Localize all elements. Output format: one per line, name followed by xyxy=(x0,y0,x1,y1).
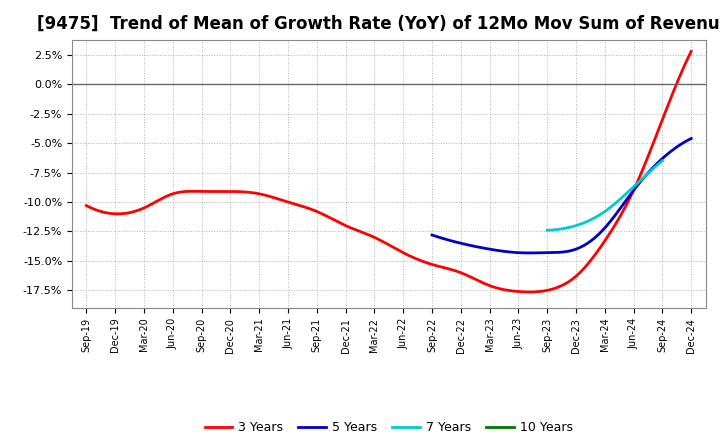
5 Years xyxy=(552,250,560,255)
3 Years xyxy=(369,235,378,240)
5 Years xyxy=(641,174,649,179)
5 Years xyxy=(553,250,562,255)
3 Years xyxy=(442,266,451,271)
7 Years xyxy=(611,200,620,205)
3 Years xyxy=(373,236,382,242)
Legend: 3 Years, 5 Years, 7 Years, 10 Years: 3 Years, 5 Years, 7 Years, 10 Years xyxy=(199,416,578,439)
5 Years xyxy=(582,241,591,246)
3 Years xyxy=(687,49,696,54)
5 Years xyxy=(569,248,577,253)
Title: [9475]  Trend of Mean of Growth Rate (YoY) of 12Mo Mov Sum of Revenues: [9475] Trend of Mean of Growth Rate (YoY… xyxy=(37,15,720,33)
7 Years xyxy=(598,210,607,216)
7 Years xyxy=(606,205,614,211)
7 Years xyxy=(658,158,667,164)
3 Years xyxy=(82,203,91,208)
3 Years xyxy=(579,267,588,272)
3 Years xyxy=(526,290,534,295)
5 Years xyxy=(428,232,436,238)
Line: 5 Years: 5 Years xyxy=(432,139,691,253)
7 Years xyxy=(543,227,552,233)
7 Years xyxy=(655,161,664,166)
3 Years xyxy=(673,78,682,83)
Line: 3 Years: 3 Years xyxy=(86,51,691,292)
5 Years xyxy=(687,136,696,141)
Line: 7 Years: 7 Years xyxy=(547,161,662,230)
3 Years xyxy=(410,255,418,260)
5 Years xyxy=(526,250,534,256)
7 Years xyxy=(598,211,606,216)
7 Years xyxy=(637,176,646,182)
5 Years xyxy=(681,139,690,144)
